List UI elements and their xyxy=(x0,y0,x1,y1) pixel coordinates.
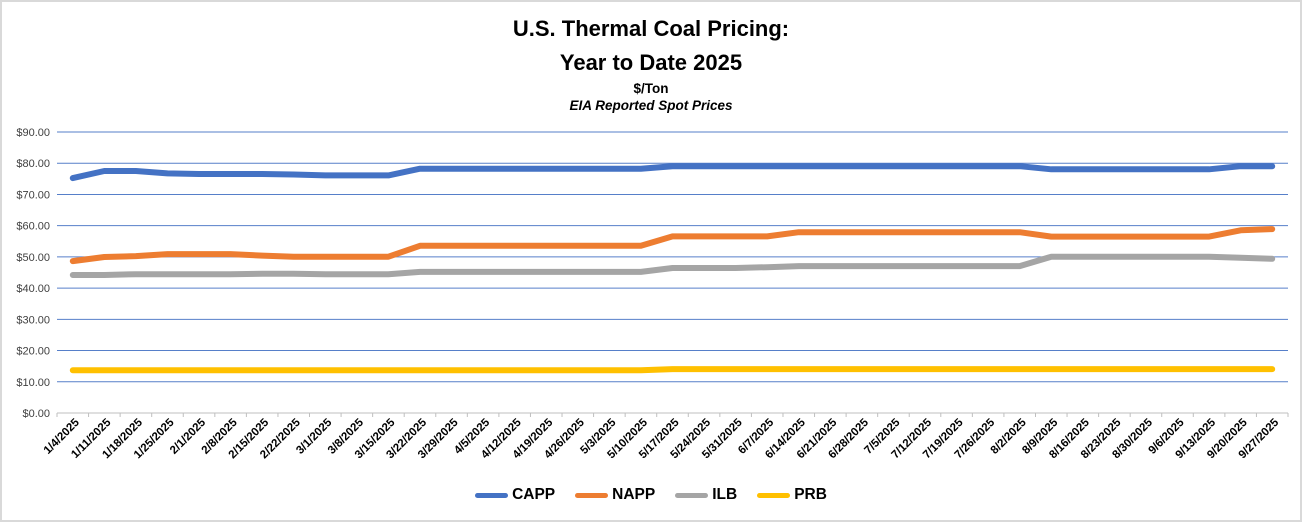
y-axis-tick-label: $30.00 xyxy=(16,314,50,326)
legend-swatch-ilb xyxy=(675,492,709,498)
y-axis-tick-label: $60.00 xyxy=(16,221,50,233)
y-axis-tick-label: $0.00 xyxy=(22,408,50,420)
y-axis-tick-label: $40.00 xyxy=(16,283,50,295)
legend-label-prb: PRB xyxy=(794,486,827,503)
y-axis-tick-label: $10.00 xyxy=(16,377,50,389)
legend-item-capp: CAPP xyxy=(475,486,555,504)
legend-label-capp: CAPP xyxy=(512,486,556,503)
series-line-capp xyxy=(69,163,1276,182)
y-axis-tick-label: $70.00 xyxy=(16,189,50,201)
legend-item-prb: PRB xyxy=(757,486,827,504)
series-line-prb xyxy=(69,366,1276,374)
y-axis-tick-label: $80.00 xyxy=(16,158,50,170)
legend-swatch-prb xyxy=(757,492,791,498)
chart-legend: CAPP NAPP ILB PRB xyxy=(2,486,1300,504)
legend-swatch-capp xyxy=(475,492,509,498)
y-axis-tick-label: $90.00 xyxy=(16,127,50,139)
chart-title-line-2: Year to Date 2025 xyxy=(559,50,743,76)
chart-subtitle: EIA Reported Spot Prices xyxy=(569,98,733,114)
y-axis-tick-label: $50.00 xyxy=(16,252,50,264)
legend-label-ilb: ILB xyxy=(712,486,738,503)
series-line-ilb xyxy=(69,253,1276,278)
legend-swatch-napp xyxy=(575,492,609,498)
series-line-napp xyxy=(69,226,1276,265)
chart-title-block: U.S. Thermal Coal Pricing: Year to Date … xyxy=(2,12,1300,115)
chart-title-line-1: U.S. Thermal Coal Pricing: xyxy=(512,16,790,41)
y-axis-tick-label: $20.00 xyxy=(16,346,50,358)
chart-units-label: $/Ton xyxy=(633,81,669,97)
legend-item-napp: NAPP xyxy=(575,486,655,504)
legend-label-napp: NAPP xyxy=(612,486,656,503)
legend-item-ilb: ILB xyxy=(675,486,737,504)
